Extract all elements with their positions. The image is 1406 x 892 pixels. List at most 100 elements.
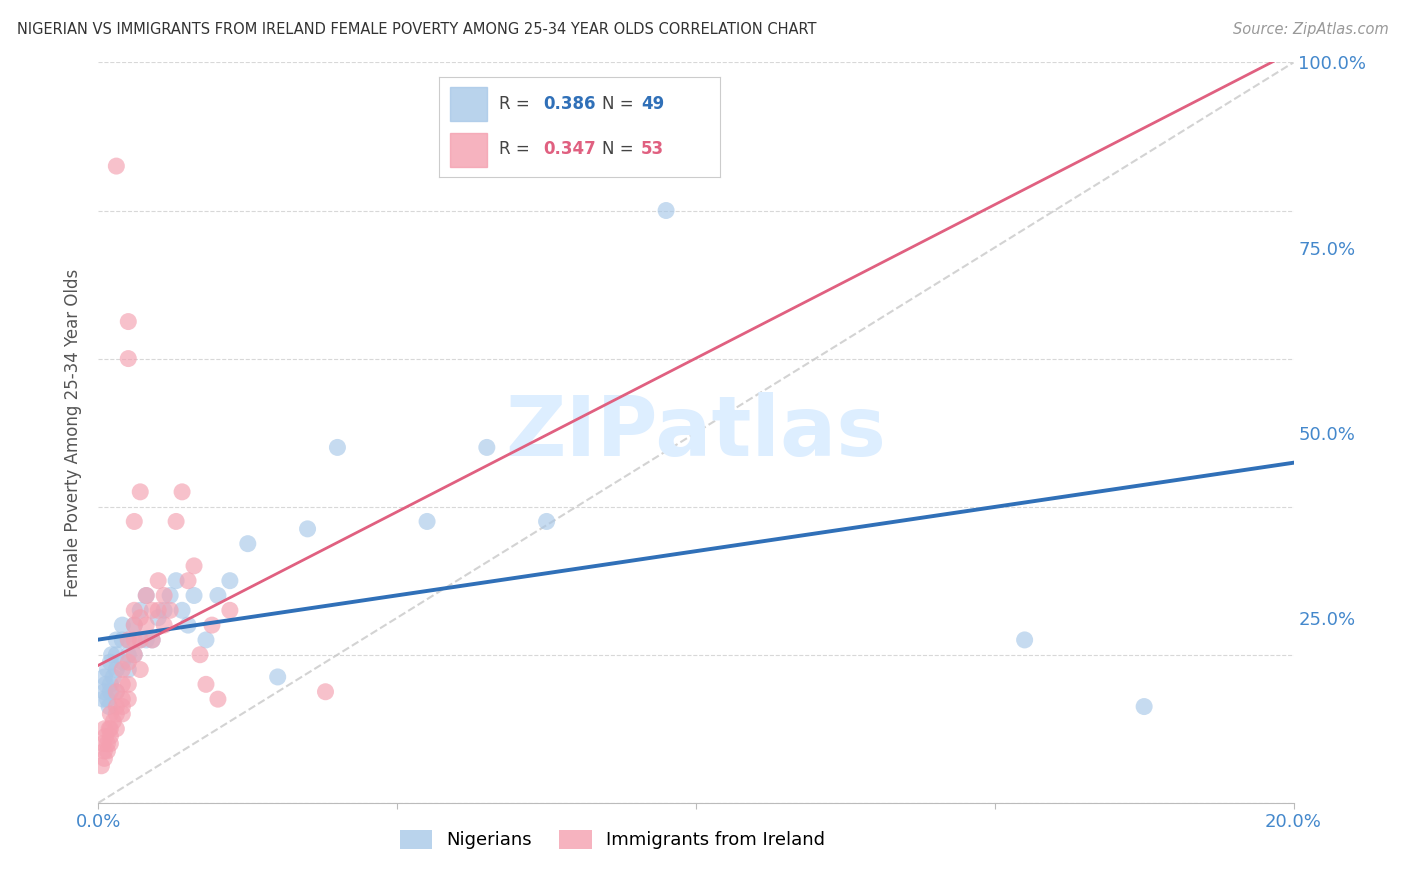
Point — [219, 574, 242, 588]
Point — [117, 351, 139, 366]
Point — [98, 737, 122, 751]
Point — [93, 685, 115, 699]
Point — [219, 603, 242, 617]
Point — [236, 536, 259, 550]
Point — [124, 618, 146, 632]
Point — [165, 574, 187, 588]
Point — [153, 618, 176, 632]
Point — [153, 603, 176, 617]
Point — [148, 574, 170, 588]
Point — [96, 692, 118, 706]
Point — [111, 618, 134, 632]
Point — [183, 558, 205, 573]
Point — [129, 610, 152, 624]
Point — [105, 706, 128, 721]
Point — [124, 515, 146, 529]
Point — [207, 589, 229, 603]
Point — [98, 729, 122, 743]
Point — [117, 314, 139, 328]
Point — [117, 663, 139, 677]
Point — [98, 706, 122, 721]
Point — [124, 603, 146, 617]
Point — [105, 685, 128, 699]
Text: NIGERIAN VS IMMIGRANTS FROM IRELAND FEMALE POVERTY AMONG 25-34 YEAR OLDS CORRELA: NIGERIAN VS IMMIGRANTS FROM IRELAND FEMA… — [17, 22, 817, 37]
Point — [159, 589, 181, 603]
Point — [111, 663, 134, 677]
Point — [172, 484, 194, 499]
Point — [117, 655, 139, 669]
Point — [117, 648, 139, 662]
Point — [124, 648, 146, 662]
Point — [96, 737, 118, 751]
Point — [129, 632, 152, 647]
Text: ZIPatlas: ZIPatlas — [506, 392, 886, 473]
Point — [105, 722, 128, 736]
Point — [96, 663, 118, 677]
Point — [94, 729, 117, 743]
Point — [124, 648, 146, 662]
Point — [111, 706, 134, 721]
Point — [105, 663, 128, 677]
Y-axis label: Female Poverty Among 25-34 Year Olds: Female Poverty Among 25-34 Year Olds — [65, 268, 83, 597]
Point — [98, 722, 122, 736]
Point — [129, 663, 152, 677]
Point — [91, 692, 114, 706]
Point — [153, 589, 176, 603]
Point — [124, 618, 146, 632]
Point — [1133, 699, 1156, 714]
Point — [267, 670, 290, 684]
Point — [94, 677, 117, 691]
Point — [98, 685, 122, 699]
Point — [105, 632, 128, 647]
Point — [326, 441, 349, 455]
Point — [655, 203, 678, 218]
Point — [183, 589, 205, 603]
Point — [98, 655, 122, 669]
Point — [117, 677, 139, 691]
Point — [172, 603, 194, 617]
Point — [141, 603, 163, 617]
Point — [98, 722, 121, 736]
Point — [105, 648, 128, 662]
Point — [129, 484, 152, 499]
Point — [536, 515, 558, 529]
Legend: Nigerians, Immigrants from Ireland: Nigerians, Immigrants from Ireland — [392, 823, 832, 856]
Point — [111, 655, 134, 669]
Point — [475, 441, 498, 455]
Point — [159, 603, 181, 617]
Point — [135, 632, 157, 647]
Point — [98, 699, 121, 714]
Point — [129, 603, 152, 617]
Point — [103, 670, 125, 684]
Point — [315, 685, 337, 699]
Point — [117, 632, 139, 647]
Point — [141, 632, 163, 647]
Point — [111, 677, 134, 691]
Point — [111, 692, 134, 706]
Point — [93, 670, 115, 684]
Point — [91, 737, 114, 751]
Point — [188, 648, 211, 662]
Point — [201, 618, 224, 632]
Point — [111, 699, 134, 714]
Point — [148, 603, 170, 617]
Point — [111, 632, 134, 647]
Point — [96, 744, 118, 758]
Point — [117, 632, 139, 647]
Point — [105, 699, 128, 714]
Point — [416, 515, 439, 529]
Point — [177, 618, 200, 632]
Point — [195, 677, 218, 691]
Point — [207, 692, 229, 706]
Point — [135, 618, 157, 632]
Point — [165, 515, 187, 529]
Point — [93, 751, 115, 765]
Point — [129, 632, 152, 647]
Point — [90, 758, 112, 772]
Point — [103, 714, 125, 729]
Point — [93, 744, 115, 758]
Point — [297, 522, 319, 536]
Point — [135, 589, 157, 603]
Point — [98, 677, 122, 691]
Text: Source: ZipAtlas.com: Source: ZipAtlas.com — [1233, 22, 1389, 37]
